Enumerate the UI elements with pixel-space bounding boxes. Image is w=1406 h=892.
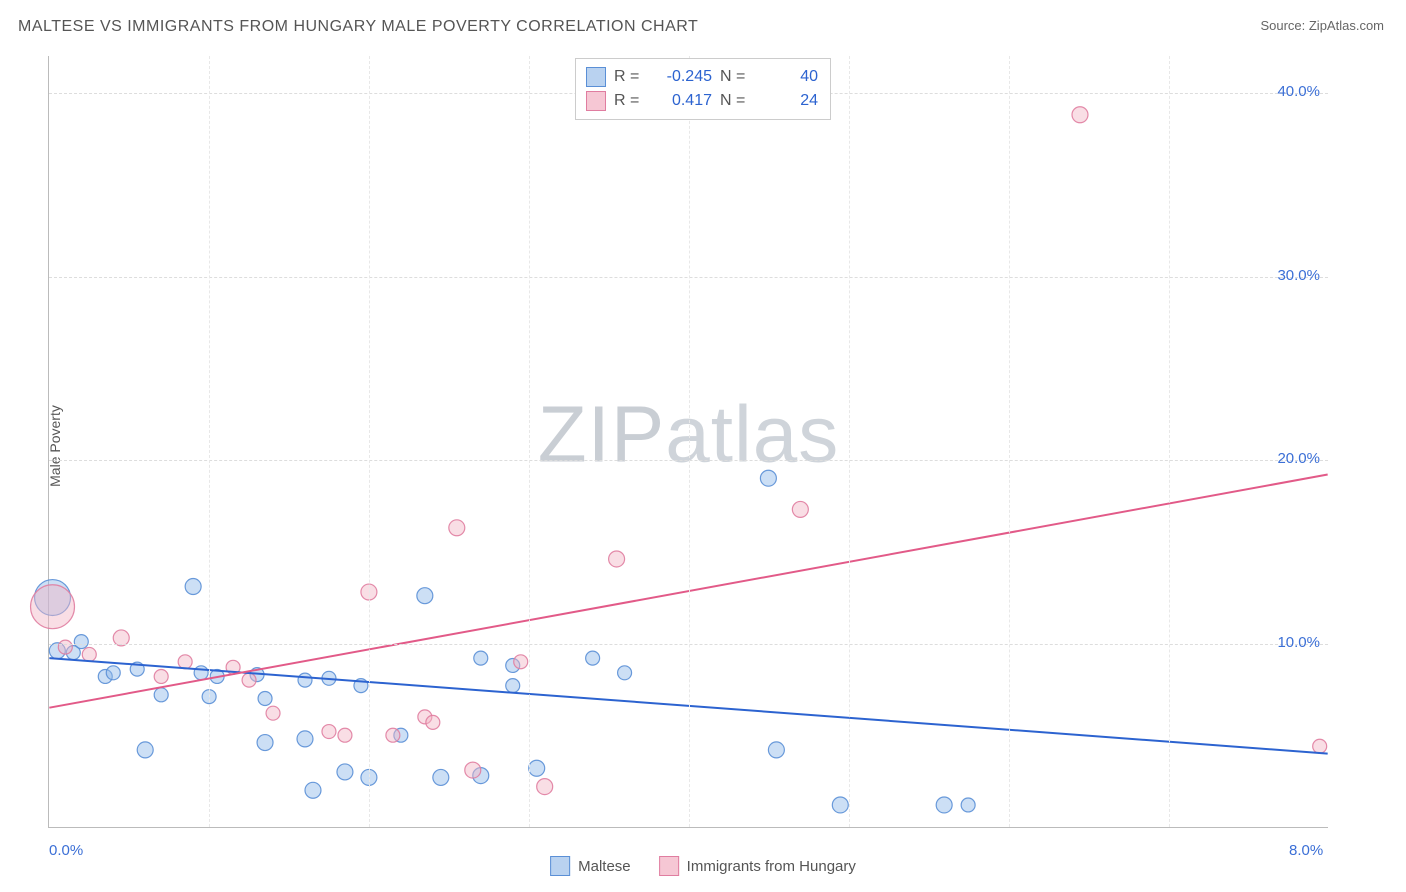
data-point — [618, 666, 632, 680]
v-gridline — [849, 56, 850, 827]
data-point — [537, 779, 553, 795]
data-point — [194, 666, 208, 680]
data-point — [185, 579, 201, 595]
source-attribution: Source: ZipAtlas.com — [1260, 18, 1384, 33]
swatch-pink-icon — [659, 856, 679, 876]
x-tick-label: 8.0% — [1289, 842, 1323, 859]
data-point — [154, 688, 168, 702]
x-tick-label: 0.0% — [49, 842, 83, 859]
data-point — [257, 735, 273, 751]
data-point — [322, 725, 336, 739]
swatch-blue-icon — [586, 67, 606, 87]
data-point — [465, 762, 481, 778]
plot-area: ZIPatlas 10.0%20.0%30.0%40.0%0.0%8.0% — [48, 56, 1328, 828]
v-gridline — [1169, 56, 1170, 827]
y-tick-label: 20.0% — [1277, 450, 1320, 467]
legend-item-maltese: Maltese — [550, 856, 631, 876]
data-point — [792, 501, 808, 517]
swatch-pink-icon — [586, 91, 606, 111]
data-point — [74, 635, 88, 649]
data-point — [417, 588, 433, 604]
data-point — [609, 551, 625, 567]
data-point — [1313, 739, 1327, 753]
data-point — [338, 728, 352, 742]
data-point — [449, 520, 465, 536]
data-point — [106, 666, 120, 680]
stats-row-maltese: R = -0.245 N = 40 — [586, 65, 818, 89]
data-point — [337, 764, 353, 780]
y-tick-label: 30.0% — [1277, 267, 1320, 284]
swatch-blue-icon — [550, 856, 570, 876]
chart-title: MALTESE VS IMMIGRANTS FROM HUNGARY MALE … — [18, 18, 698, 36]
n-value-maltese: 40 — [758, 65, 818, 89]
data-point — [426, 715, 440, 729]
data-point — [258, 692, 272, 706]
data-point — [474, 651, 488, 665]
stats-legend: R = -0.245 N = 40 R = 0.417 N = 24 — [575, 58, 831, 120]
data-point — [154, 669, 168, 683]
v-gridline — [689, 56, 690, 827]
r-value-maltese: -0.245 — [652, 65, 712, 89]
data-point — [266, 706, 280, 720]
v-gridline — [529, 56, 530, 827]
bottom-legend: Maltese Immigrants from Hungary — [550, 856, 856, 876]
v-gridline — [1009, 56, 1010, 827]
data-point — [936, 797, 952, 813]
data-point — [242, 673, 256, 687]
data-point — [31, 585, 75, 629]
y-tick-label: 40.0% — [1277, 83, 1320, 100]
data-point — [58, 640, 72, 654]
data-point — [961, 798, 975, 812]
data-point — [82, 647, 96, 661]
y-tick-label: 10.0% — [1277, 634, 1320, 651]
v-gridline — [209, 56, 210, 827]
data-point — [514, 655, 528, 669]
chart-container: MALTESE VS IMMIGRANTS FROM HUNGARY MALE … — [0, 0, 1406, 892]
stats-row-hungary: R = 0.417 N = 24 — [586, 89, 818, 113]
n-value-hungary: 24 — [758, 89, 818, 113]
data-point — [506, 679, 520, 693]
legend-label-maltese: Maltese — [578, 858, 631, 875]
data-point — [529, 760, 545, 776]
legend-label-hungary: Immigrants from Hungary — [687, 858, 856, 875]
data-point — [305, 782, 321, 798]
r-label: R = — [614, 65, 644, 89]
data-point — [298, 673, 312, 687]
data-point — [297, 731, 313, 747]
data-point — [768, 742, 784, 758]
data-point — [386, 728, 400, 742]
data-point — [832, 797, 848, 813]
data-point — [178, 655, 192, 669]
data-point — [1072, 107, 1088, 123]
data-point — [137, 742, 153, 758]
n-label: N = — [720, 65, 750, 89]
r-value-hungary: 0.417 — [652, 89, 712, 113]
legend-item-hungary: Immigrants from Hungary — [659, 856, 856, 876]
v-gridline — [369, 56, 370, 827]
data-point — [760, 470, 776, 486]
data-point — [586, 651, 600, 665]
data-point — [433, 769, 449, 785]
n-label: N = — [720, 89, 750, 113]
r-label: R = — [614, 89, 644, 113]
